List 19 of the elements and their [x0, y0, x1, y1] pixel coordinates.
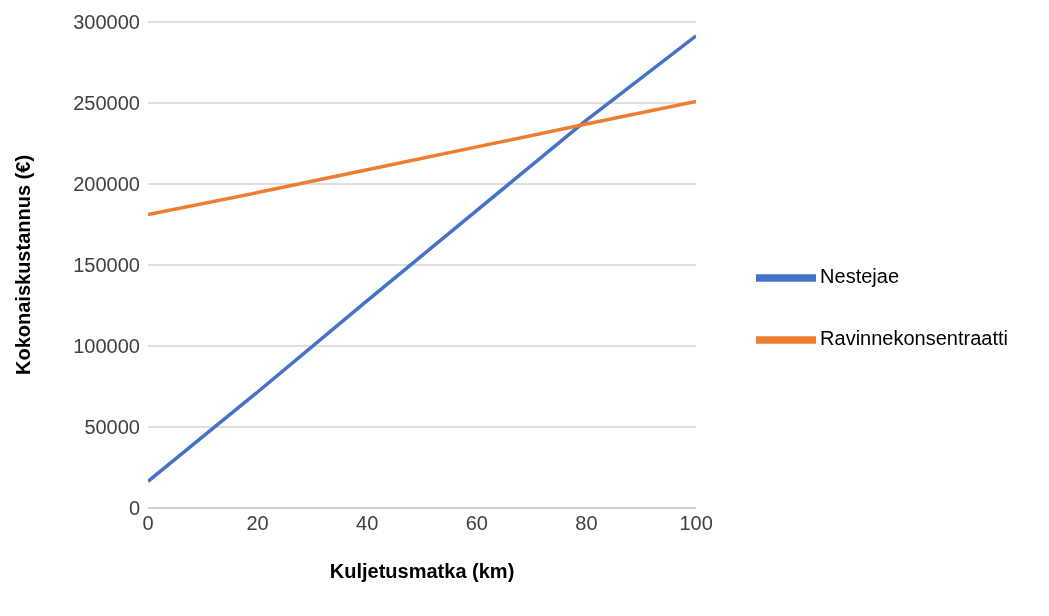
y-tick-label: 0 — [128, 497, 140, 520]
y-tick-label: 200000 — [73, 173, 140, 196]
x-tick-label: 40 — [356, 512, 379, 535]
legend-label: Nestejae — [820, 265, 900, 288]
line-series — [148, 99, 697, 217]
y-axis-title: Kokonaiskustannus (€) — [12, 154, 35, 375]
line-series — [148, 34, 697, 484]
x-tick-label: 80 — [575, 512, 598, 535]
x-tick-label: 20 — [246, 512, 269, 535]
x-tick-label: 60 — [465, 512, 488, 535]
x-tick-label: 100 — [679, 512, 713, 535]
x-axis-title: Kuljetusmatka (km) — [329, 560, 515, 582]
y-tick-label: 250000 — [73, 92, 140, 115]
y-tick-label: 100000 — [73, 335, 140, 358]
y-tick-label: 50000 — [84, 416, 140, 439]
y-tick-label: 300000 — [73, 11, 140, 34]
x-tick-label: 0 — [142, 512, 154, 535]
y-tick-label: 150000 — [73, 254, 140, 277]
legend-label: Ravinnekonsentraatti — [820, 327, 1008, 349]
